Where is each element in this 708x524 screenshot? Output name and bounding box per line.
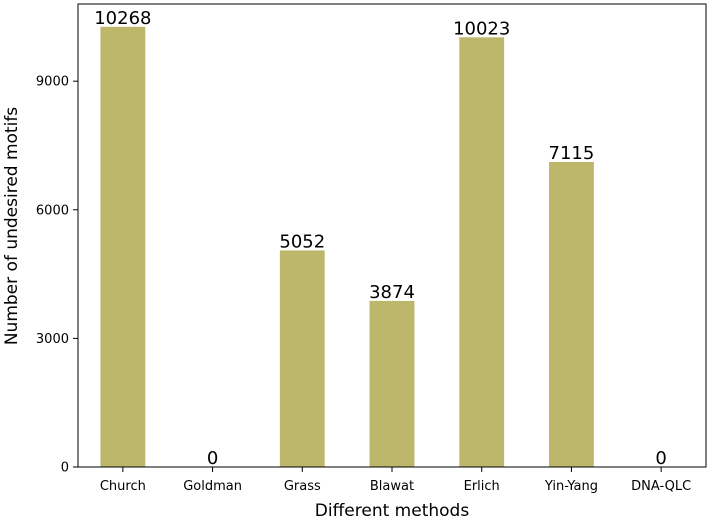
x-tick-label: Erlich: [464, 479, 500, 494]
bar-value-label: 7115: [549, 143, 595, 164]
y-tick-label: 0: [61, 461, 69, 476]
x-tick-label: Blawat: [370, 479, 414, 494]
x-tick-label: Church: [100, 479, 146, 494]
bar-church: [100, 26, 146, 467]
bar-value-label: 10268: [94, 8, 151, 29]
bar-value-label: 0: [207, 448, 218, 469]
y-axis-label: Number of undesired motifs: [2, 107, 22, 345]
bar-value-label: 5052: [279, 231, 325, 252]
bar-value-label: 0: [655, 448, 666, 469]
x-tick-label: Grass: [284, 479, 321, 494]
y-tick-label: 3000: [36, 332, 69, 347]
bar-erlich: [459, 37, 505, 468]
y-axis-ticks: 0 3000 6000 9000: [36, 75, 78, 476]
x-axis-label: Different methods: [315, 501, 470, 521]
x-axis-ticks: Church Goldman Grass Blawat Erlich Yin-Yang DN…: [100, 467, 691, 494]
x-tick-label: Yin-Yang: [544, 479, 598, 494]
x-tick-label: Goldman: [183, 479, 242, 494]
bar-value-label: 3874: [369, 282, 415, 303]
y-tick-label: 9000: [36, 75, 69, 90]
bar-yin-yang: [549, 161, 594, 468]
bars-layer: [100, 26, 594, 468]
y-tick-label: 6000: [36, 203, 69, 218]
x-tick-label: DNA-QLC: [631, 479, 691, 494]
bar-grass: [279, 250, 325, 467]
data-labels: 10268 0 5052 3874 10023 7115 0: [94, 8, 667, 469]
bar-blawat: [369, 300, 415, 467]
bar-value-label: 10023: [453, 18, 510, 39]
